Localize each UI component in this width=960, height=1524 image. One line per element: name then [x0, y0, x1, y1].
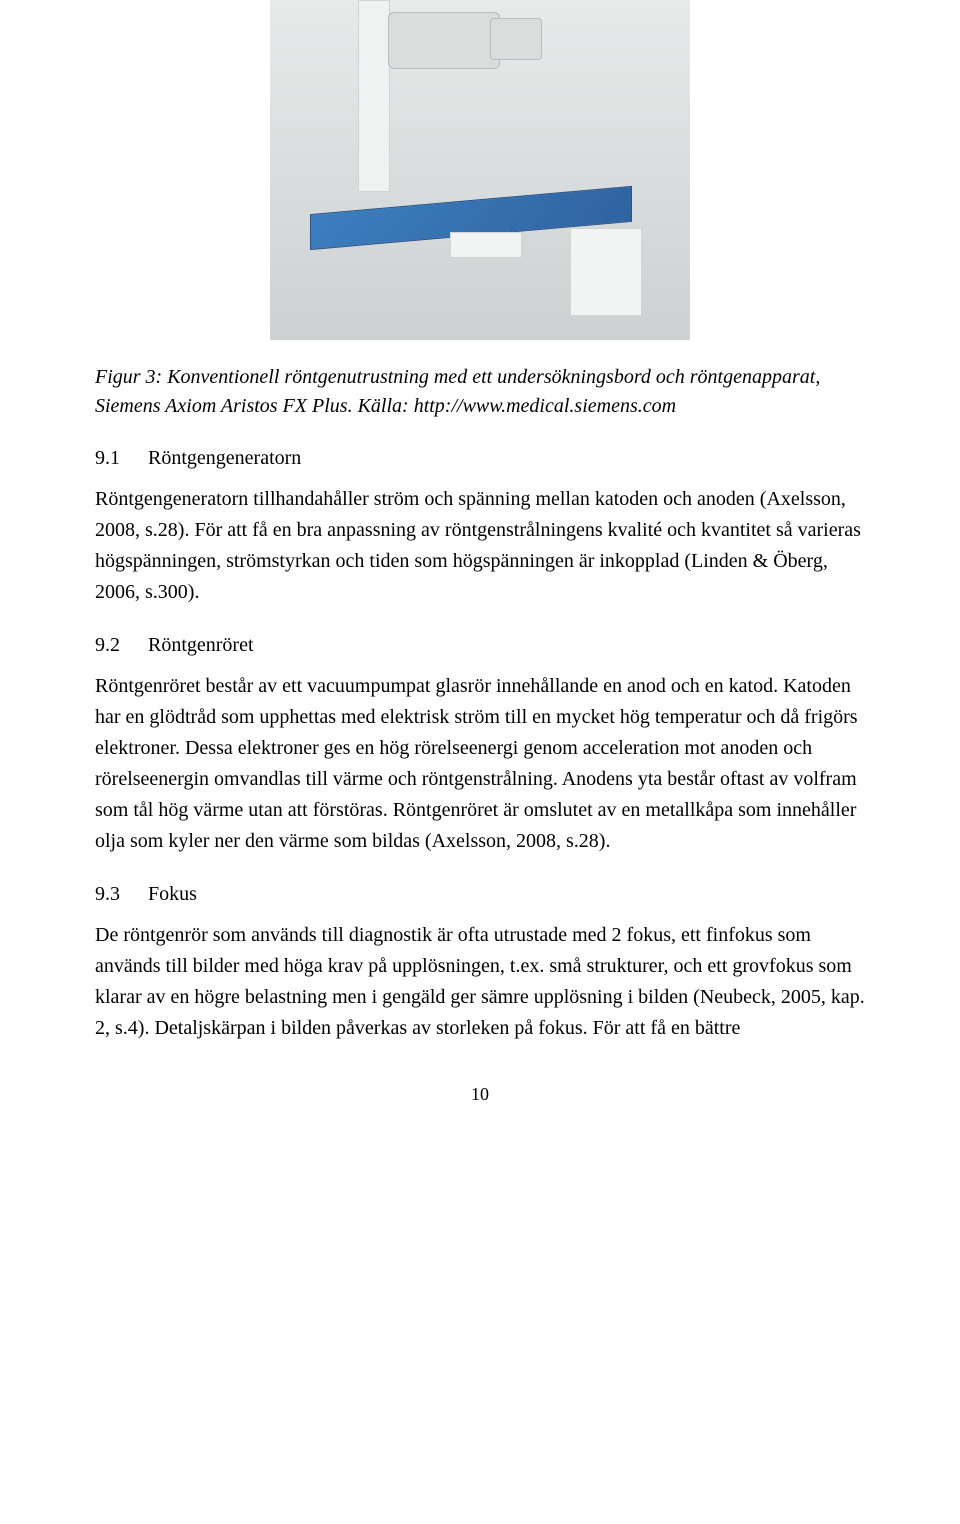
section-9-2-paragraph: Röntgenröret består av ett vacuumpumpat …: [95, 671, 865, 857]
xray-equipment-image: [270, 0, 690, 340]
section-9-1-heading: 9.1 Röntgengeneratorn: [95, 447, 865, 470]
section-number: 9.2: [95, 634, 143, 657]
section-9-3-heading: 9.3 Fokus: [95, 883, 865, 906]
page-number: 10: [95, 1084, 865, 1105]
section-number: 9.1: [95, 447, 143, 470]
section-9-2-heading: 9.2 Röntgenröret: [95, 634, 865, 657]
section-title: Röntgengeneratorn: [148, 447, 301, 469]
section-9-1-paragraph: Röntgengeneratorn tillhandahåller ström …: [95, 484, 865, 608]
figure-3: [95, 0, 865, 345]
section-9-3-paragraph: De röntgenrör som används till diagnosti…: [95, 920, 865, 1044]
section-title: Fokus: [148, 883, 197, 905]
section-number: 9.3: [95, 883, 143, 906]
section-title: Röntgenröret: [148, 634, 254, 656]
figure-3-caption: Figur 3: Konventionell röntgenutrustning…: [95, 363, 865, 421]
